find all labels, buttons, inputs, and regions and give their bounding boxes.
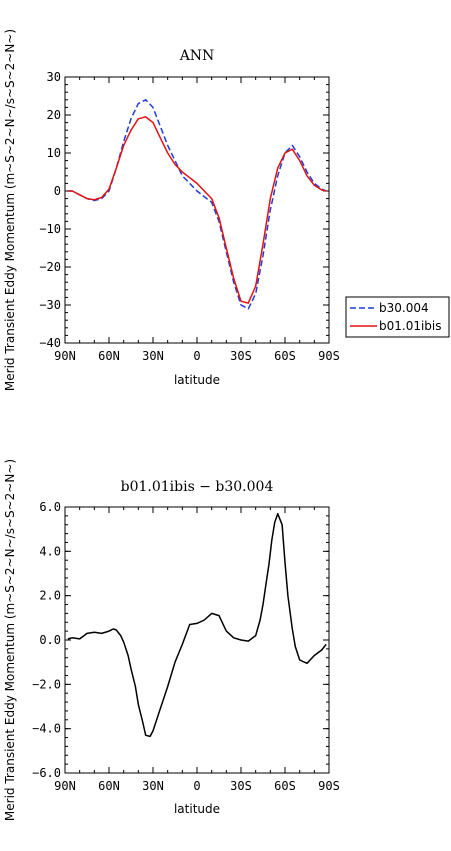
y-tick-label: 30 <box>47 70 61 84</box>
y-tick-label: 6.0 <box>39 500 61 514</box>
y-tick-label: −6.0 <box>32 766 61 780</box>
x-tick-label: 60N <box>98 779 120 793</box>
top-y-axis-label: Merid Transient Eddy Momentum (m~S~2~N~/… <box>3 29 17 391</box>
top-chart-title: ANN <box>179 48 215 64</box>
y-tick-label: 4.0 <box>39 544 61 558</box>
x-tick-label: 90N <box>54 779 76 793</box>
x-tick-label: 60N <box>98 349 120 363</box>
y-tick-label: 2.0 <box>39 589 61 603</box>
legend-box <box>345 296 450 338</box>
top-plot-frame <box>64 76 330 344</box>
y-tick-label: −10 <box>39 222 61 236</box>
x-tick-label: 0 <box>193 779 200 793</box>
y-tick-label: −4.0 <box>32 722 61 736</box>
y-tick-label: 10 <box>47 146 61 160</box>
x-tick-label: 30N <box>142 349 164 363</box>
x-tick-label: 90N <box>54 349 76 363</box>
x-tick-label: 60S <box>274 779 296 793</box>
x-tick-label: 90S <box>318 779 340 793</box>
bottom-series-lines <box>67 512 327 738</box>
bottom-panel: b01.01ibis − b30.004 90N 60N 30N 0 30S 60S 90S… <box>3 459 340 821</box>
legend-label-b01: b01.01ibis <box>379 319 442 333</box>
legend: b30.004 b01.01ibis <box>345 296 450 338</box>
series-line-b01-01ibis <box>67 116 327 304</box>
top-x-axis-label: latitude <box>174 373 220 387</box>
x-tick-label: 30S <box>230 349 252 363</box>
series-line-difference <box>67 512 327 738</box>
bottom-axis-ticks: 90N 60N 30N 0 30S 60S 90S 6.0 4.0 2.0 0.0 −2.0 −4.0 −… <box>32 500 340 793</box>
top-panel: ANN 90N 60N 30N 0 30S 60S 90S 30 20 10 0 −10 −20 −30 −… <box>3 29 450 391</box>
top-series-lines <box>67 99 327 310</box>
y-tick-label: −2.0 <box>32 677 61 691</box>
y-tick-label: 0.0 <box>39 633 61 647</box>
y-tick-label: −20 <box>39 260 61 274</box>
y-tick-label: −30 <box>39 298 61 312</box>
bottom-chart-title: b01.01ibis − b30.004 <box>121 479 274 495</box>
series-line-b30-004 <box>67 99 327 310</box>
bottom-y-axis-label: Merid Transient Eddy Momentum (m~S~2~N~/… <box>3 459 17 821</box>
x-tick-label: 60S <box>274 349 296 363</box>
bottom-x-axis-label: latitude <box>174 802 220 816</box>
top-axis-ticks: 90N 60N 30N 0 30S 60S 90S 30 20 10 0 −10 −20 −30 −40 <box>39 70 340 363</box>
x-tick-label: 90S <box>318 349 340 363</box>
x-tick-label: 0 <box>193 349 200 363</box>
x-tick-label: 30N <box>142 779 164 793</box>
y-tick-label: −40 <box>39 336 61 350</box>
y-tick-label: 20 <box>47 108 61 122</box>
y-tick-label: 0 <box>54 184 61 198</box>
bottom-plot-frame <box>64 506 330 774</box>
legend-label-b30: b30.004 <box>379 301 429 315</box>
x-tick-label: 30S <box>230 779 252 793</box>
